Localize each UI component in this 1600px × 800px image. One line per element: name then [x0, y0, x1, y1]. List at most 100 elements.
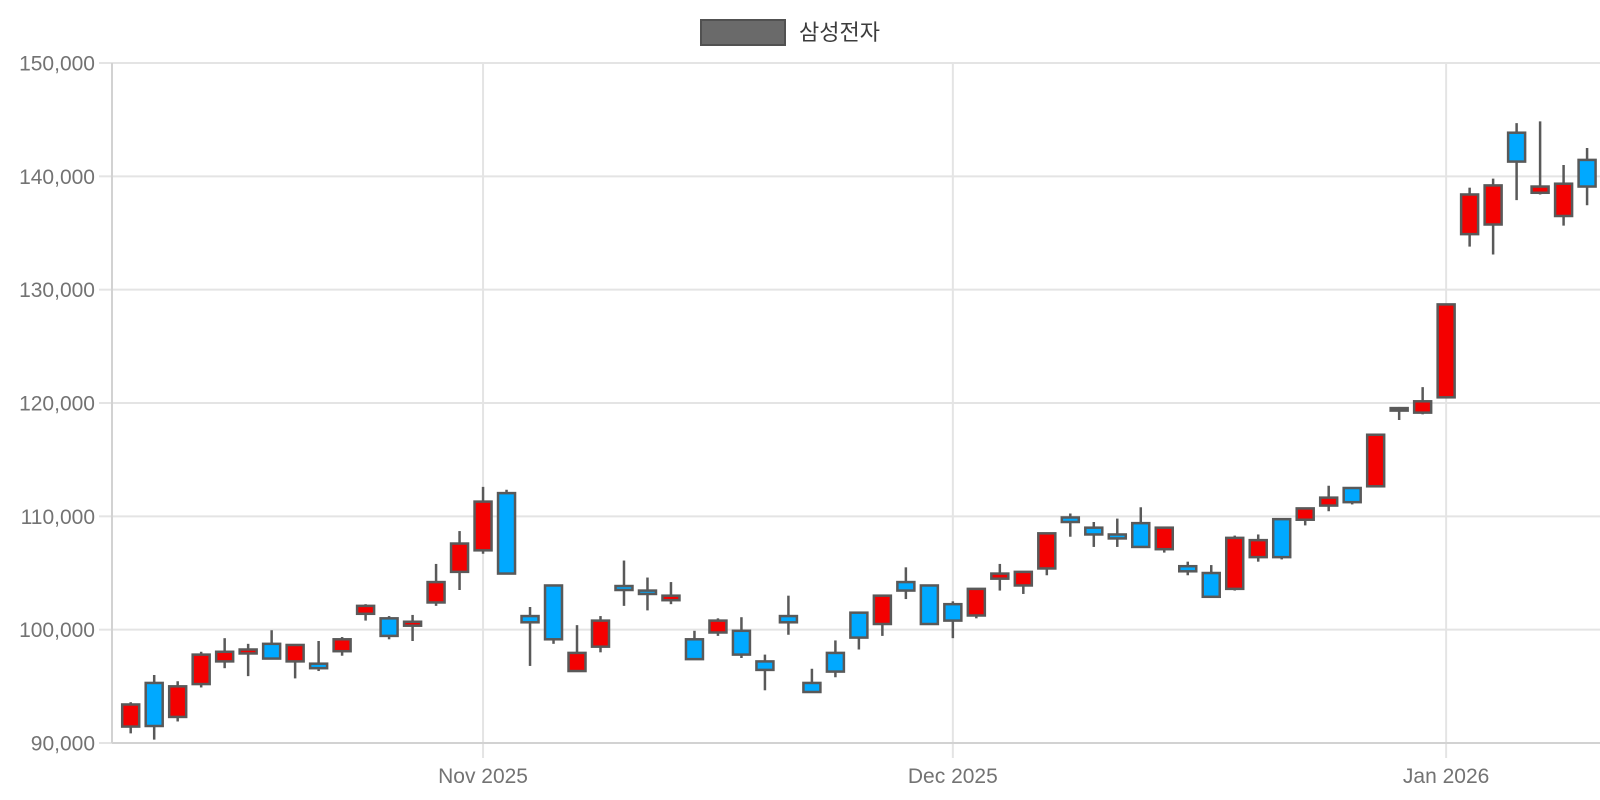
candle-body-down [755, 660, 775, 672]
candle-body-up [191, 653, 211, 686]
candlestick [637, 577, 658, 611]
candlestick [755, 654, 775, 691]
x-axis-label: Dec 2025 [908, 765, 998, 788]
candlestick [1107, 518, 1128, 547]
y-axis-label: 100,000 [19, 619, 95, 642]
candle-body-up [1295, 507, 1315, 521]
candle-body-up [708, 619, 728, 634]
candlestick [661, 582, 681, 605]
candlestick [285, 643, 305, 679]
candlestick [379, 616, 399, 640]
candlestick [238, 643, 258, 677]
candle-body-up [1037, 532, 1057, 570]
candlestick [1412, 387, 1433, 415]
candlestick [1154, 526, 1175, 553]
candle-body-up [1248, 538, 1268, 559]
candlestick [332, 637, 352, 656]
candlestick [402, 614, 423, 641]
candlestick [1553, 165, 1574, 226]
candle-body-down [896, 580, 916, 592]
candlestick [1365, 433, 1386, 488]
candle-body-up [332, 638, 352, 653]
legend[interactable]: 삼성전자 [700, 19, 880, 46]
candlestick [144, 675, 164, 740]
candlestick [473, 486, 493, 554]
candlestick [308, 641, 329, 672]
candle-body-up [167, 685, 188, 719]
candlestick [1013, 570, 1034, 594]
candle-body-up [872, 594, 893, 626]
candle-body-down [543, 584, 564, 641]
candlestick [1577, 148, 1597, 206]
candlestick [1506, 123, 1527, 201]
candlestick [1037, 532, 1057, 576]
candlestick [191, 651, 211, 688]
y-axis-label: 110,000 [21, 506, 95, 529]
candle-body-up [1483, 184, 1503, 226]
candlestick [1131, 507, 1151, 549]
candle-body-up [1553, 182, 1574, 218]
candle-body-down [1084, 526, 1104, 536]
candlestick [214, 638, 235, 669]
candle-body-down [1577, 158, 1597, 188]
candle-body-up [426, 580, 446, 604]
candle-body-up [661, 594, 681, 602]
candlestick [614, 560, 634, 606]
candle-body-down [1342, 486, 1362, 504]
candle-body-down [919, 584, 940, 626]
candlestick [355, 604, 376, 621]
candle-body-up [120, 703, 141, 728]
candlestick [167, 681, 188, 722]
candle-body-down [1271, 517, 1292, 559]
candlestick [802, 668, 822, 694]
candle-body-down [802, 681, 822, 694]
candle-body-down [261, 642, 282, 660]
candle-body-down [778, 614, 799, 624]
candle-body-up [1530, 185, 1550, 195]
candlestick [919, 584, 940, 626]
legend-swatch [700, 19, 786, 46]
candle-body-up [1459, 193, 1480, 236]
candle-body-down [496, 491, 517, 575]
candle-body-down [614, 584, 634, 592]
candle-body-down [825, 651, 846, 673]
candle-body-down [379, 617, 399, 638]
candlestick [1459, 187, 1480, 247]
y-axis-label: 90,000 [31, 733, 95, 756]
candle-body-up [590, 619, 611, 648]
candle-body-up [1365, 433, 1386, 488]
candlestick [943, 601, 963, 639]
candlestick [449, 531, 470, 590]
candlestick [1084, 522, 1104, 547]
candlestick [966, 587, 987, 619]
candlestick [1342, 486, 1362, 505]
candle-body-down [308, 662, 329, 670]
candle-body-up [238, 648, 258, 655]
candlestick [1201, 565, 1221, 599]
y-axis-label: 120,000 [19, 393, 95, 416]
candlestick [1436, 303, 1456, 399]
x-axis-label: Nov 2025 [438, 765, 528, 788]
candlestick [426, 563, 446, 606]
x-axis-label: Jan 2026 [1403, 765, 1489, 788]
candlestick [778, 595, 799, 635]
candle-body-down [520, 614, 540, 624]
candle-body-up [473, 500, 493, 552]
candlestick [1389, 406, 1409, 420]
candlestick [1271, 517, 1292, 560]
candle-body-up [355, 604, 376, 616]
candle-body-up [1013, 570, 1034, 587]
legend-series-label: 삼성전자 [799, 20, 880, 45]
candle-body-up [402, 620, 423, 627]
candlestick [1530, 121, 1550, 195]
candle-body-down [1131, 521, 1151, 549]
y-axis-label: 130,000 [19, 279, 95, 302]
candle-body-down [684, 638, 705, 661]
candle-body-down [1201, 571, 1221, 599]
candlestick [543, 584, 564, 644]
y-axis-label: 140,000 [19, 166, 95, 189]
candlestick [1060, 513, 1081, 537]
candle-body-down [1506, 131, 1527, 163]
candlestick [872, 594, 893, 636]
